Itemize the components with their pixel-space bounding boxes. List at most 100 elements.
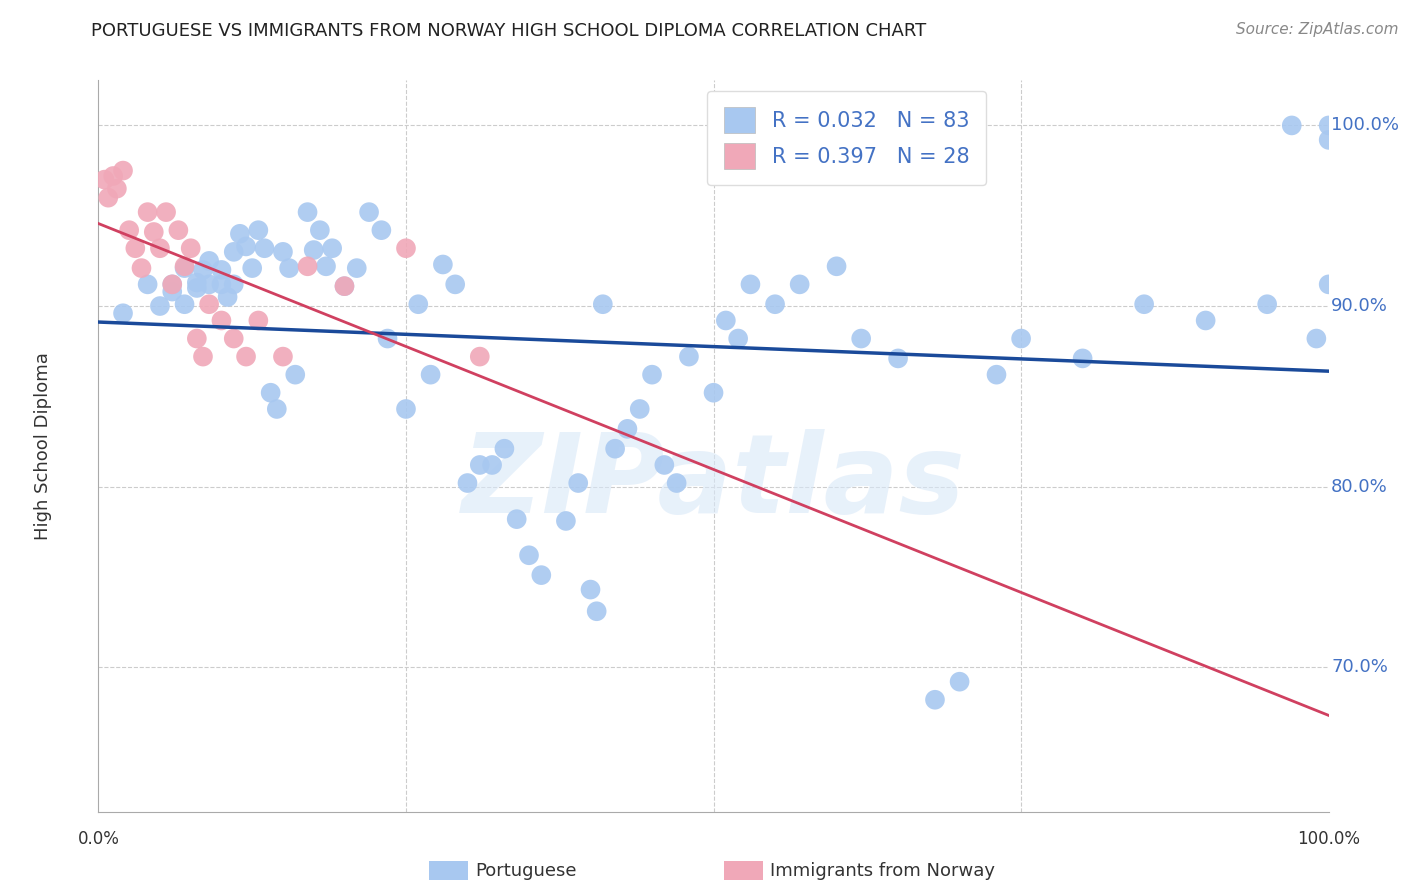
Point <box>240 261 263 276</box>
Point <box>714 313 737 327</box>
Text: Source: ZipAtlas.com: Source: ZipAtlas.com <box>1236 22 1399 37</box>
Point <box>131 261 153 276</box>
Point <box>278 261 301 276</box>
Point <box>186 276 208 290</box>
Point <box>260 385 283 400</box>
Point <box>142 225 165 239</box>
Point <box>395 401 418 416</box>
Text: Portuguese: Portuguese <box>475 862 576 880</box>
Point <box>678 350 700 364</box>
Point <box>333 279 356 293</box>
Point <box>1256 297 1278 311</box>
Point <box>222 277 245 292</box>
Point <box>1071 351 1094 366</box>
Text: ZIPatlas: ZIPatlas <box>461 429 966 536</box>
Point <box>271 350 294 364</box>
Point <box>229 227 252 241</box>
Point <box>530 568 553 582</box>
Point <box>162 285 183 299</box>
Point <box>118 223 141 237</box>
Point <box>605 442 627 456</box>
Point <box>506 512 529 526</box>
Point <box>432 258 454 272</box>
Point <box>703 385 725 400</box>
Point <box>579 582 602 597</box>
Point <box>186 281 208 295</box>
Point <box>198 253 221 268</box>
Point <box>309 223 332 237</box>
Point <box>887 351 910 366</box>
Point <box>222 244 245 259</box>
Point <box>1305 332 1327 346</box>
Point <box>173 260 195 274</box>
Point <box>112 306 135 320</box>
Text: 100.0%: 100.0% <box>1331 117 1399 135</box>
Point <box>1195 313 1218 327</box>
Point <box>468 458 491 472</box>
Text: High School Diploma: High School Diploma <box>34 352 52 540</box>
Point <box>211 277 233 292</box>
Point <box>585 604 607 618</box>
Point <box>173 261 195 276</box>
Point <box>198 277 221 292</box>
Point <box>217 290 239 304</box>
Point <box>359 205 381 219</box>
Point <box>494 442 516 456</box>
Text: Immigrants from Norway: Immigrants from Norway <box>770 862 995 880</box>
Point <box>235 350 257 364</box>
Point <box>186 332 208 346</box>
Point <box>271 244 294 259</box>
Text: 80.0%: 80.0% <box>1331 477 1388 496</box>
Point <box>567 476 589 491</box>
Point <box>517 548 540 562</box>
Point <box>235 239 257 253</box>
Point <box>456 476 478 491</box>
Text: PORTUGUESE VS IMMIGRANTS FROM NORWAY HIGH SCHOOL DIPLOMA CORRELATION CHART: PORTUGUESE VS IMMIGRANTS FROM NORWAY HIG… <box>91 22 927 40</box>
Point <box>468 350 491 364</box>
Point <box>167 223 190 237</box>
Point <box>481 458 503 472</box>
Point <box>315 260 337 274</box>
Point <box>1317 133 1340 147</box>
Point <box>321 241 343 255</box>
Point <box>444 277 467 292</box>
Point <box>1010 332 1032 346</box>
Point <box>1281 119 1303 133</box>
Text: 70.0%: 70.0% <box>1331 658 1388 676</box>
Point <box>302 243 325 257</box>
Point <box>1317 119 1340 133</box>
Point <box>136 277 159 292</box>
Point <box>93 172 115 186</box>
Text: 90.0%: 90.0% <box>1331 297 1388 315</box>
Point <box>136 205 159 219</box>
Point <box>554 514 576 528</box>
Point <box>1317 277 1340 292</box>
Point <box>377 332 399 346</box>
Point <box>763 297 786 311</box>
Point <box>628 401 651 416</box>
Point <box>162 277 183 292</box>
Point <box>162 277 183 292</box>
Point <box>155 205 177 219</box>
Point <box>180 241 202 255</box>
Point <box>247 313 270 327</box>
Point <box>124 241 146 255</box>
Text: 0.0%: 0.0% <box>77 830 120 848</box>
Point <box>740 277 762 292</box>
Point <box>149 241 172 255</box>
Point <box>149 299 172 313</box>
Point <box>652 458 676 472</box>
Point <box>346 261 368 276</box>
Point <box>211 263 233 277</box>
Point <box>191 350 214 364</box>
Point <box>849 332 872 346</box>
Point <box>173 297 195 311</box>
Point <box>191 263 214 277</box>
Point <box>253 241 276 255</box>
Point <box>112 163 135 178</box>
Point <box>592 297 614 311</box>
Point <box>297 260 319 274</box>
Point <box>789 277 811 292</box>
Point <box>924 692 946 706</box>
Point <box>103 169 125 183</box>
